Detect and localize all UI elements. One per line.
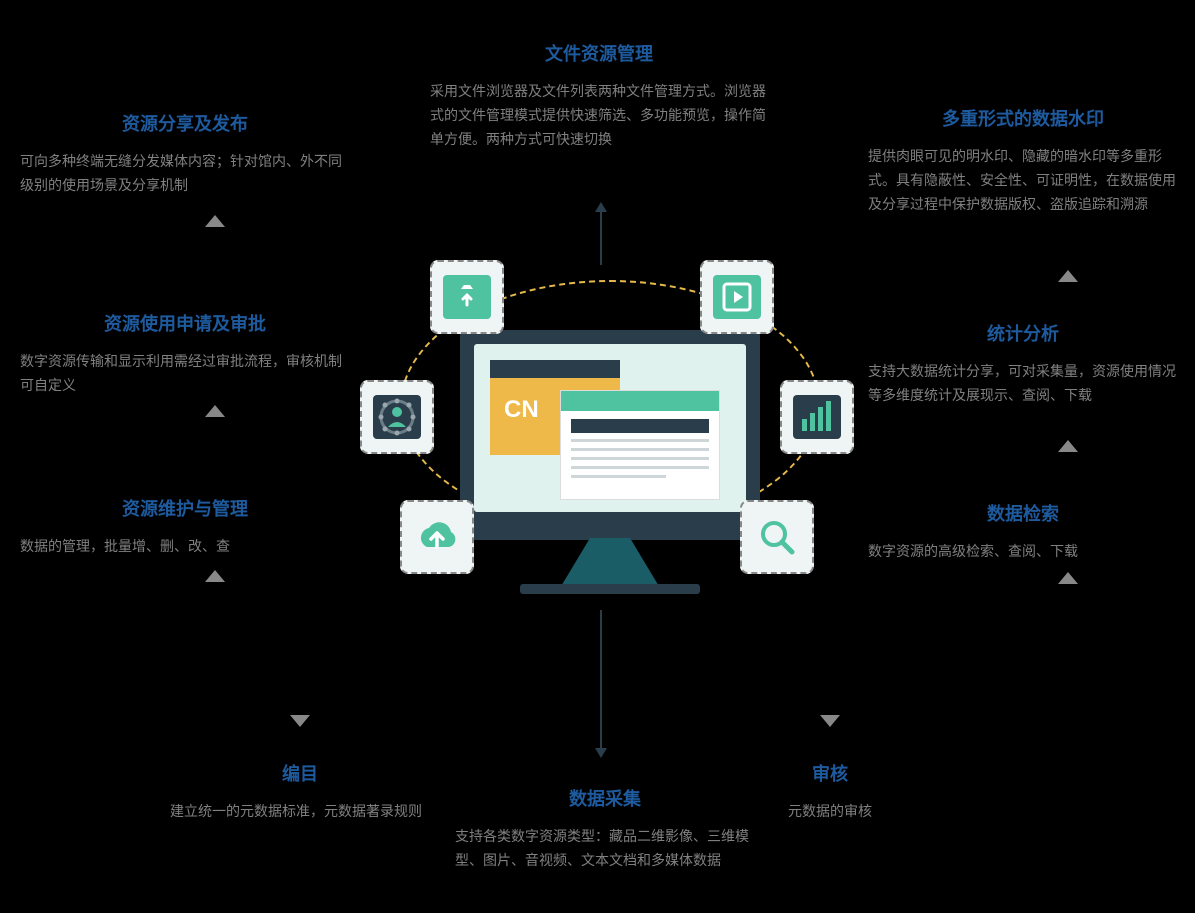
caret-up-icon <box>205 570 225 582</box>
feature-title: 数据采集 <box>455 785 755 811</box>
feature-desc: 元数据的审核 <box>730 800 930 824</box>
window-content-line <box>571 439 709 442</box>
monitor-base <box>520 584 700 594</box>
window-content-line <box>571 448 709 451</box>
feature-watermark: 多重形式的数据水印 提供肉眼可见的明水印、隐藏的暗水印等多重形式。具有隐蔽性、安… <box>868 105 1178 216</box>
feature-share-publish: 资源分享及发布 可向多种终端无缝分发媒体内容；针对馆内、外不同级别的使用场景及分… <box>20 110 350 198</box>
tile-cloud-upload <box>400 500 474 574</box>
caret-up-icon <box>1058 440 1078 452</box>
arrow-down-icon <box>595 748 607 758</box>
feature-statistics: 统计分析 支持大数据统计分享，可对采集量，资源使用情况等多维度统计及展现示、查阅… <box>868 320 1178 408</box>
feature-title: 资源使用申请及审批 <box>20 310 350 336</box>
tile-user-ring <box>360 380 434 454</box>
search-icon <box>753 515 801 559</box>
feature-title: 资源分享及发布 <box>20 110 350 136</box>
feature-desc: 数字资源的高级检索、查阅、下载 <box>868 540 1178 564</box>
tile-bar-chart <box>780 380 854 454</box>
feature-desc: 建立统一的元数据标准，元数据著录规则 <box>170 800 430 824</box>
monitor-stand <box>560 538 660 588</box>
cloud-upload-icon <box>413 515 461 559</box>
feature-title: 文件资源管理 <box>430 40 768 66</box>
bar-chart-icon <box>793 395 841 439</box>
feature-maintain-manage: 资源维护与管理 数据的管理，批量增、删、改、查 <box>20 495 350 559</box>
feature-desc: 采用文件浏览器及文件列表两种文件管理方式。浏览器式的文件管理模式提供快速筛选、多… <box>430 80 768 151</box>
feature-data-collection: 数据采集 支持各类数字资源类型：藏品二维影像、三维模型、图片、音视频、文本文档和… <box>455 785 755 873</box>
feature-desc: 支持大数据统计分享，可对采集量，资源使用情况等多维度统计及展现示、查阅、下载 <box>868 360 1178 408</box>
arrow-up-icon <box>595 202 607 212</box>
feature-desc: 提供肉眼可见的明水印、隐藏的暗水印等多重形式。具有隐蔽性、安全性、可证明性，在数… <box>868 145 1178 216</box>
feature-title: 资源维护与管理 <box>20 495 350 521</box>
window-content-bar <box>571 419 709 433</box>
central-graphic: CN <box>370 260 850 700</box>
window-titlebar <box>561 391 719 411</box>
tile-search <box>740 500 814 574</box>
tile-camera-upload <box>430 260 504 334</box>
user-ring-icon <box>373 395 421 439</box>
feature-review: 审核 元数据的审核 <box>730 760 930 824</box>
window-titlebar <box>490 360 620 378</box>
caret-down-icon <box>820 715 840 727</box>
feature-search: 数据检索 数字资源的高级检索、查阅、下载 <box>868 500 1178 564</box>
feature-desc: 可向多种终端无缝分发媒体内容；针对馆内、外不同级别的使用场景及分享机制 <box>20 150 350 198</box>
caret-up-icon <box>1058 572 1078 584</box>
feature-file-management: 文件资源管理 采用文件浏览器及文件列表两种文件管理方式。浏览器式的文件管理模式提… <box>430 40 768 151</box>
arrow-line <box>600 210 602 265</box>
caret-up-icon <box>205 405 225 417</box>
feature-title: 统计分析 <box>868 320 1178 346</box>
tile-play <box>700 260 774 334</box>
feature-title: 编目 <box>170 760 430 786</box>
feature-desc: 支持各类数字资源类型：藏品二维影像、三维模型、图片、音视频、文本文档和多媒体数据 <box>455 825 755 873</box>
caret-down-icon <box>290 715 310 727</box>
feature-desc: 数字资源传输和显示利用需经过审批流程，审核机制可自定义 <box>20 350 350 398</box>
feature-desc: 数据的管理，批量增、删、改、查 <box>20 535 350 559</box>
feature-title: 数据检索 <box>868 500 1178 526</box>
window-content-line <box>571 475 666 478</box>
caret-up-icon <box>205 215 225 227</box>
caret-up-icon <box>1058 270 1078 282</box>
feature-title: 多重形式的数据水印 <box>868 105 1178 131</box>
feature-apply-approval: 资源使用申请及审批 数字资源传输和显示利用需经过审批流程，审核机制可自定义 <box>20 310 350 398</box>
camera-upload-icon <box>443 275 491 319</box>
play-icon <box>713 275 761 319</box>
window-content-line <box>571 457 709 460</box>
window-content-line <box>571 466 709 469</box>
feature-catalog: 编目 建立统一的元数据标准，元数据著录规则 <box>170 760 430 824</box>
window-panel-2 <box>560 390 720 500</box>
feature-title: 审核 <box>730 760 930 786</box>
